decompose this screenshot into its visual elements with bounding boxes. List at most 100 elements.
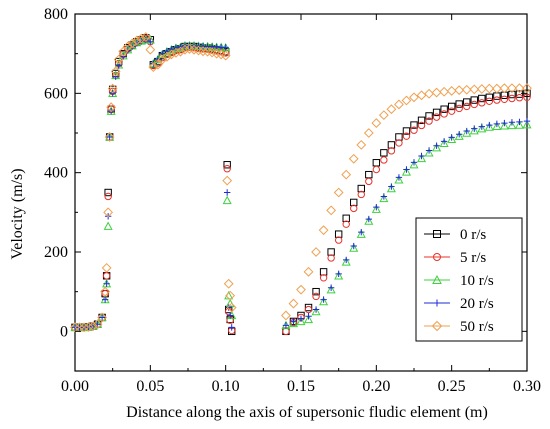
- marker-point: [304, 303, 313, 312]
- marker-point: [102, 272, 111, 280]
- marker-point: [380, 193, 388, 200]
- marker-point: [107, 83, 118, 94]
- marker-point: [476, 84, 487, 94]
- marker-point: [333, 187, 344, 198]
- marker-point: [110, 66, 121, 77]
- marker-point: [388, 183, 395, 190]
- x-axis-title: Distance along the axis of supersonic fl…: [126, 404, 488, 421]
- marker-point: [226, 312, 234, 319]
- marker-point: [447, 107, 456, 115]
- marker-point: [312, 292, 320, 301]
- marker-point: [103, 221, 113, 230]
- marker-point: [425, 117, 433, 125]
- marker-point: [225, 290, 236, 301]
- marker-point: [424, 88, 434, 99]
- marker-point: [469, 125, 479, 135]
- marker-point: [161, 51, 172, 62]
- marker-point: [222, 175, 233, 186]
- marker-point: [326, 205, 337, 216]
- marker-point: [334, 236, 343, 244]
- marker-point: [493, 120, 501, 128]
- marker-point: [499, 83, 510, 94]
- legend-label: 5 r/s: [460, 250, 486, 266]
- marker-point: [326, 284, 336, 294]
- marker-legend: [433, 253, 441, 261]
- marker-point: [455, 104, 463, 113]
- marker-point: [342, 220, 350, 228]
- marker-point: [386, 104, 397, 115]
- marker-point: [463, 127, 470, 135]
- marker-point: [222, 195, 232, 205]
- marker-point: [222, 44, 229, 51]
- marker-point: [462, 128, 472, 137]
- marker-point: [469, 84, 480, 95]
- marker-point: [225, 298, 235, 308]
- marker-point: [364, 216, 374, 225]
- marker-point: [447, 134, 457, 144]
- marker-point: [303, 266, 314, 277]
- marker-point: [312, 287, 320, 296]
- legend-label: 10 r/s: [460, 273, 494, 289]
- marker-point: [492, 121, 502, 130]
- marker-point: [365, 170, 373, 179]
- marker-point: [342, 214, 350, 222]
- marker-point: [522, 83, 532, 94]
- marker-point: [312, 306, 320, 313]
- y-tick-label: 800: [44, 6, 68, 23]
- marker-point: [319, 268, 328, 276]
- marker-point: [410, 121, 418, 129]
- marker-point: [349, 243, 359, 252]
- marker-point: [395, 139, 403, 147]
- marker-point: [410, 159, 418, 166]
- marker-point: [501, 119, 508, 127]
- marker-point: [311, 247, 321, 257]
- marker-point: [461, 84, 472, 95]
- marker-point: [136, 33, 147, 44]
- marker-point: [478, 99, 486, 107]
- marker-point: [523, 117, 531, 125]
- x-tick-label: 0.30: [513, 378, 541, 395]
- marker-point: [154, 56, 162, 63]
- marker-point: [402, 132, 411, 140]
- marker-point: [373, 203, 380, 211]
- marker-point: [318, 225, 329, 236]
- marker-point: [157, 49, 167, 59]
- marker-point: [485, 93, 494, 101]
- marker-point: [500, 95, 509, 103]
- marker-point: [522, 119, 532, 129]
- marker-point: [418, 152, 425, 160]
- marker-point: [327, 248, 335, 256]
- marker-point: [335, 270, 342, 278]
- marker-point: [327, 254, 335, 262]
- marker-point: [394, 99, 404, 110]
- marker-point: [282, 322, 290, 329]
- marker-point: [282, 327, 290, 336]
- y-axis-title: Velocity (m/s): [9, 168, 26, 259]
- marker-point: [516, 118, 523, 126]
- marker-point: [508, 94, 516, 103]
- x-tick-label: 0.05: [136, 378, 164, 395]
- marker-point: [410, 126, 418, 134]
- marker-point: [348, 153, 359, 164]
- marker-point: [424, 148, 434, 157]
- marker-point: [223, 161, 231, 169]
- marker-point: [228, 324, 235, 331]
- marker-point: [417, 121, 426, 130]
- marker-point: [403, 166, 410, 173]
- marker-point: [446, 86, 457, 96]
- marker-point: [358, 228, 365, 236]
- marker-point: [470, 100, 478, 109]
- marker-point: [304, 305, 313, 314]
- marker-point: [334, 230, 343, 238]
- marker-point: [357, 190, 365, 199]
- legend: 0 r/s 5 r/s 10 r/s 20 r/s 50 r/s: [415, 217, 523, 342]
- marker-point: [499, 121, 509, 130]
- marker-point: [515, 93, 524, 102]
- marker-point: [163, 48, 171, 55]
- marker-point: [131, 35, 142, 46]
- marker-point: [432, 108, 441, 117]
- marker-point: [514, 120, 525, 129]
- marker-point: [320, 296, 327, 303]
- marker-point: [372, 159, 381, 167]
